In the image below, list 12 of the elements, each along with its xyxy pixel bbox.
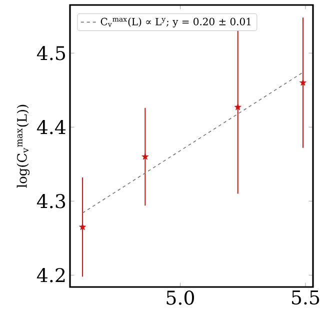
point <box>299 79 306 86</box>
y-tick-label: 4.2 <box>36 268 65 282</box>
point <box>234 103 242 110</box>
legend-label: C$_{v}$$^{max}$(L) ∝ L$^{y}$; y = 0.20 ± 0.01 <box>100 18 251 28</box>
y-tick-label: 4.4 <box>36 120 66 134</box>
y-axis-title: log(C$_{v}$$^{max}$(L)) <box>16 104 30 188</box>
point <box>79 223 86 230</box>
x-tick-label: 5.5 <box>292 290 320 305</box>
point <box>142 153 149 160</box>
y-tick-label: 4.3 <box>36 194 66 208</box>
y-tick-label: 4.5 <box>36 46 66 60</box>
x-tick-label: 5.0 <box>166 290 194 305</box>
